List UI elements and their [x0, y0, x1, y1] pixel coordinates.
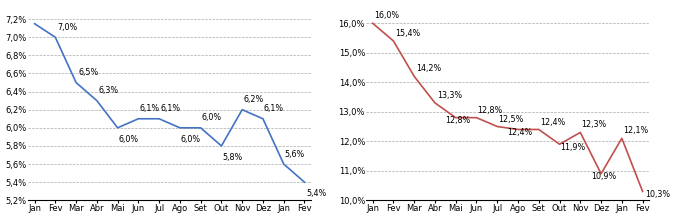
Text: 6,1%: 6,1% — [264, 104, 284, 113]
Text: 12,3%: 12,3% — [581, 120, 606, 129]
Text: 10,9%: 10,9% — [591, 172, 616, 181]
Text: 12,8%: 12,8% — [477, 106, 503, 115]
Text: 6,2%: 6,2% — [243, 95, 264, 104]
Text: 6,5%: 6,5% — [78, 68, 99, 77]
Text: 6,0%: 6,0% — [119, 135, 139, 144]
Text: 12,4%: 12,4% — [540, 118, 565, 127]
Text: 7,0%: 7,0% — [57, 23, 78, 32]
Text: 13,3%: 13,3% — [437, 91, 462, 100]
Text: 11,9%: 11,9% — [560, 143, 586, 152]
Text: 6,0%: 6,0% — [201, 113, 222, 122]
Text: 12,5%: 12,5% — [498, 115, 524, 124]
Text: 14,2%: 14,2% — [416, 64, 441, 73]
Text: 10,3%: 10,3% — [645, 190, 670, 199]
Text: 6,0%: 6,0% — [181, 135, 201, 144]
Text: 12,4%: 12,4% — [508, 128, 533, 137]
Text: 16,0%: 16,0% — [374, 11, 399, 20]
Text: 6,3%: 6,3% — [99, 86, 119, 95]
Text: 12,8%: 12,8% — [445, 116, 470, 125]
Text: 5,6%: 5,6% — [285, 150, 305, 159]
Text: 5,8%: 5,8% — [222, 153, 243, 162]
Text: 6,1%: 6,1% — [139, 104, 160, 113]
Text: 12,1%: 12,1% — [623, 126, 648, 135]
Text: 5,4%: 5,4% — [306, 189, 327, 198]
Text: 15,4%: 15,4% — [395, 29, 420, 38]
Text: 6,1%: 6,1% — [160, 104, 180, 113]
